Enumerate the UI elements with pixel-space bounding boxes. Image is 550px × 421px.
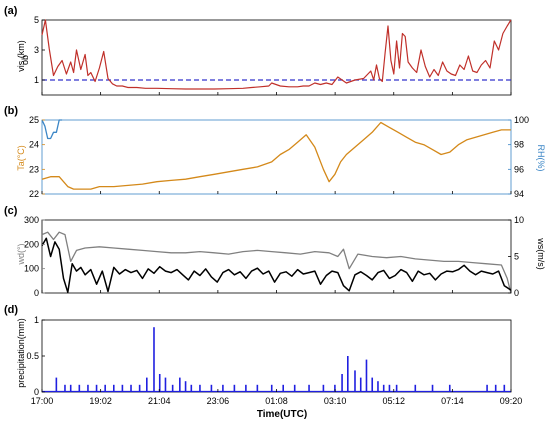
x-tick-label: 19:02 <box>89 396 112 406</box>
panel-b-y-right-tick-label: 94 <box>514 189 524 199</box>
panel-c-frame <box>41 219 512 294</box>
panel-b-y-right-tick-label: 98 <box>514 140 524 150</box>
panel-c-y-left-tick-label: 0 <box>34 288 39 298</box>
panel-c-y-right-tick-label: 0 <box>514 288 519 298</box>
panel-c-y-left-tick-label: 200 <box>24 239 39 249</box>
wind-speed-series <box>41 237 512 294</box>
visibility-series <box>41 19 512 90</box>
rh-series <box>41 119 63 140</box>
panel-a-y-tick-label: 1 <box>34 75 39 85</box>
plot-area: 135222324259496981000100200300051000.511… <box>24 15 529 406</box>
x-tick-label: 07:14 <box>441 396 464 406</box>
panel-a-y-tick-label: 3 <box>34 45 39 55</box>
y-label-d: precipitation(mm) <box>16 318 26 388</box>
panel-b-y-left-tick-label: 23 <box>29 164 39 174</box>
x-tick-label: 09:20 <box>500 396 523 406</box>
panel-b-y-left-tick-label: 24 <box>29 140 39 150</box>
panel-b-y-right-tick-label: 100 <box>514 115 529 125</box>
y-label-a: vis (km) ob <box>16 40 30 72</box>
x-tick-label: 17:00 <box>31 396 54 406</box>
y-label-c-right: ws(m/s) <box>536 237 546 270</box>
panel-label-c: (c) <box>4 205 18 217</box>
panel-c-y-right-tick-label: 10 <box>514 215 524 225</box>
x-tick-label: 05:12 <box>382 396 405 406</box>
panel-d-frame <box>41 319 512 393</box>
y-label-a-main: vis (km) <box>16 40 26 72</box>
y-label-b-right: RH(%) <box>536 145 546 172</box>
panel-label-b: (b) <box>4 105 18 117</box>
wind-direction-series <box>41 231 512 294</box>
panel-b-y-right-tick-label: 96 <box>514 164 524 174</box>
x-tick-label: 01:08 <box>265 396 288 406</box>
panel-b-y-left-tick-label: 22 <box>29 189 39 199</box>
x-axis-title: Time(UTC) <box>257 409 307 420</box>
temperature-series <box>41 121 511 190</box>
svg-text:vis (km): vis (km) <box>16 40 26 72</box>
y-label-a-sub: ob <box>20 55 30 65</box>
panel-c-y-left-tick-label: 100 <box>24 264 39 274</box>
panel-d-y-tick-label: 0 <box>34 387 39 397</box>
panel-b-y-left-tick-label: 25 <box>29 115 39 125</box>
panel-c-y-right-tick-label: 5 <box>514 252 519 262</box>
y-label-b-left: Ta(°C) <box>16 145 26 171</box>
x-tick-label: 03:10 <box>324 396 347 406</box>
panel-a-y-tick-label: 5 <box>34 15 39 25</box>
panel-d-y-tick-label: 0.5 <box>26 351 39 361</box>
x-tick-label: 21:04 <box>148 396 171 406</box>
panel-d-y-tick-label: 1 <box>34 315 39 325</box>
y-label-c-left: wd(°) <box>16 243 26 265</box>
x-tick-label: 23:06 <box>207 396 230 406</box>
panel-c-y-left-tick-label: 300 <box>24 215 39 225</box>
panel-label-d: (d) <box>4 304 18 316</box>
panel-label-a: (a) <box>4 5 18 17</box>
